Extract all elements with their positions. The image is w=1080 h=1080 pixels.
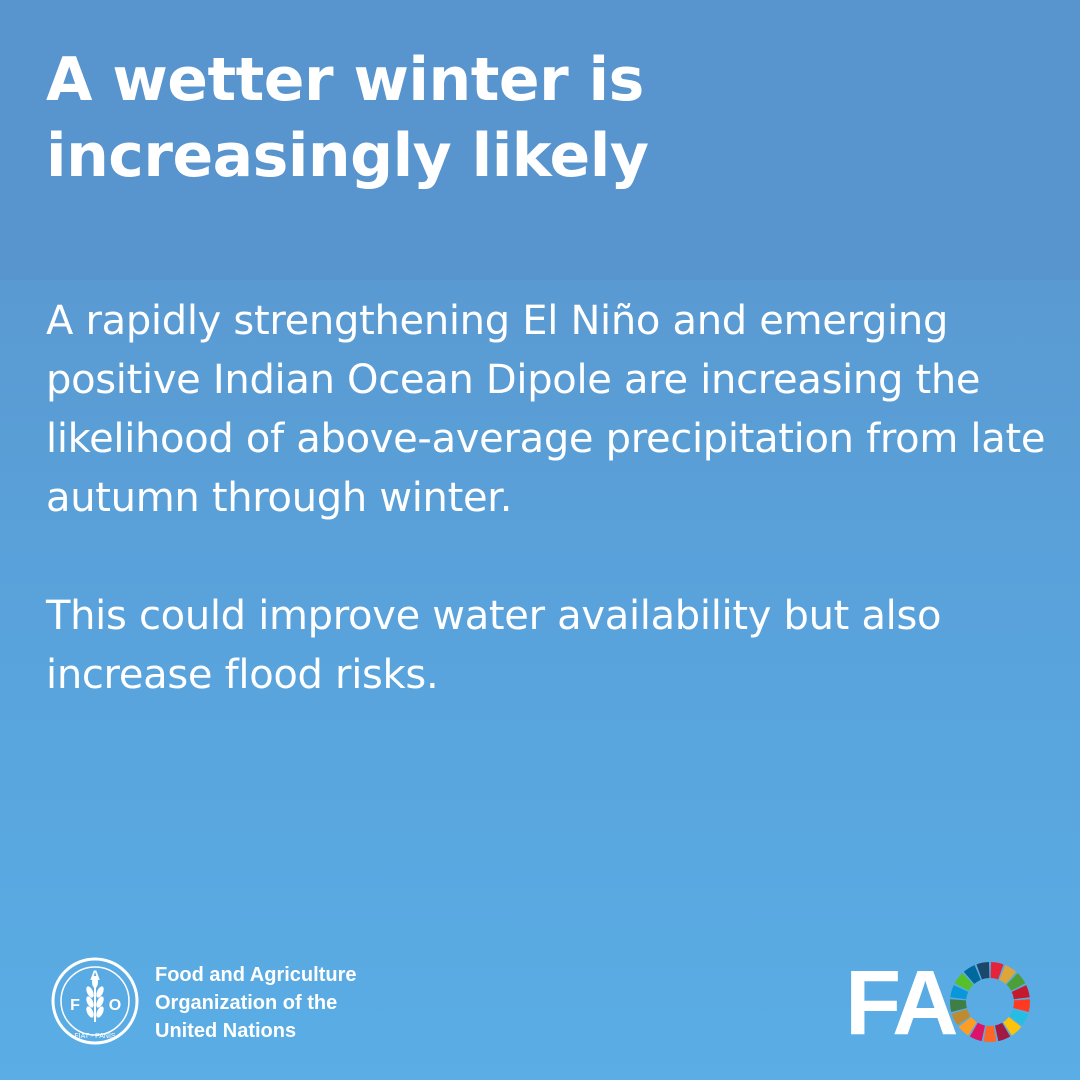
org-name-line-1: Food and Agriculture [155, 964, 357, 986]
fao-logo-letters: FA [845, 952, 959, 1054]
sdg-wheel-segment [969, 1022, 985, 1042]
sdg-wheel-segment [995, 1022, 1011, 1042]
org-name-line-3: United Nations [155, 1020, 297, 1042]
fao-emblem-icon: F A O FIAT · PANIS [51, 957, 139, 1045]
sdg-wheel-segment [999, 965, 1017, 984]
organization-name: Food and Agriculture Organization of the… [155, 961, 455, 1045]
sdg-wheel-segment [990, 962, 1004, 980]
svg-text:O: O [109, 997, 121, 1014]
sdg-wheel-segment [1003, 1016, 1022, 1036]
sdg-wheel-segment [954, 973, 974, 991]
sdg-wheel-segment [983, 1025, 997, 1042]
sdg-wheel-segment [950, 999, 967, 1012]
header-band [0, 0, 1080, 280]
sdg-wheel-segment [1009, 1009, 1029, 1026]
svg-text:FIAT · PANIS: FIAT · PANIS [74, 1033, 116, 1040]
fao-sdg-logo: FA [845, 952, 1040, 1054]
body-paragraph-2: This could improve water availability bu… [46, 593, 942, 698]
org-name-line-2: Organization of the [155, 992, 338, 1014]
sdg-wheel-segment [1011, 985, 1030, 1000]
svg-text:A: A [90, 967, 100, 983]
sdg-wheel-segment [958, 1016, 977, 1036]
sdg-wheel-segment [976, 962, 990, 980]
sdg-wheel-segment [1013, 999, 1030, 1012]
card-body: A rapidly strengthening El Niño and emer… [46, 292, 1046, 705]
sdg-wheel-segment [1006, 973, 1026, 991]
card-title: A wetter winter is increasingly likely [46, 45, 649, 191]
sdg-wheel-segment [950, 985, 969, 1000]
sdg-wheel-segment [951, 1009, 971, 1026]
sdg-color-wheel-icon [950, 962, 1030, 1042]
footer: F A O FIAT · PANIS Food and Agriculture … [0, 950, 1080, 1050]
body-paragraph-1: A rapidly strengthening El Niño and emer… [46, 298, 1046, 521]
sdg-wheel-segment [963, 965, 981, 984]
svg-text:F: F [70, 997, 80, 1014]
